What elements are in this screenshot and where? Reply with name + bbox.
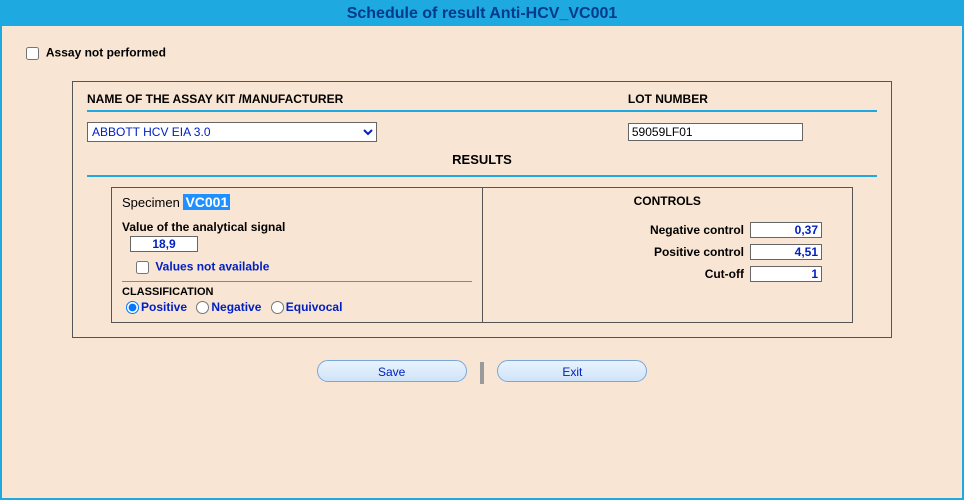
form-body: Assay not performed NAME OF THE ASSAY KI… xyxy=(2,26,962,394)
controls-heading: CONTROLS xyxy=(493,194,843,208)
specimen-title: Specimen VC001 xyxy=(122,194,472,210)
window: Schedule of result Anti-HCV_VC001 Assay … xyxy=(0,0,964,500)
values-na-row: Values not available xyxy=(132,258,472,277)
button-separator xyxy=(480,362,484,384)
input-row: ABBOTT HCV EIA 3.0 xyxy=(87,122,877,142)
negative-control-label: Negative control xyxy=(650,223,744,237)
cutoff-input[interactable] xyxy=(750,266,822,282)
main-fieldset: NAME OF THE ASSAY KIT /MANUFACTURER LOT … xyxy=(72,81,892,338)
radio-negative[interactable] xyxy=(196,301,209,314)
exit-button[interactable]: Exit xyxy=(497,360,647,382)
save-button[interactable]: Save xyxy=(317,360,467,382)
specimen-panel: Specimen VC001 Value of the analytical s… xyxy=(111,187,483,323)
values-na-checkbox[interactable] xyxy=(136,261,149,274)
header-row: NAME OF THE ASSAY KIT /MANUFACTURER LOT … xyxy=(87,92,877,106)
cutoff-row: Cut-off xyxy=(493,266,843,282)
controls-panel: CONTROLS Negative control Positive contr… xyxy=(483,187,854,323)
results-heading: RESULTS xyxy=(87,152,877,167)
divider xyxy=(87,110,877,112)
positive-control-label: Positive control xyxy=(654,245,744,259)
lot-number-input[interactable] xyxy=(628,123,803,141)
classification-label: CLASSIFICATION xyxy=(122,286,472,298)
assay-not-performed-row: Assay not performed xyxy=(22,44,942,63)
values-na-label: Values not available xyxy=(155,260,269,274)
page-title: Schedule of result Anti-HCV_VC001 xyxy=(347,5,618,22)
assay-not-performed-checkbox[interactable] xyxy=(26,47,39,60)
kit-header: NAME OF THE ASSAY KIT /MANUFACTURER xyxy=(87,92,608,106)
divider xyxy=(122,281,472,282)
lot-header: LOT NUMBER xyxy=(628,92,877,106)
signal-value-input[interactable] xyxy=(130,236,198,252)
classification-radios: Positive Negative Equivocal xyxy=(122,300,472,314)
positive-control-row: Positive control xyxy=(493,244,843,260)
radio-equivocal[interactable] xyxy=(271,301,284,314)
radio-positive[interactable] xyxy=(126,301,139,314)
title-bar: Schedule of result Anti-HCV_VC001 xyxy=(2,2,962,26)
divider xyxy=(87,175,877,177)
signal-label: Value of the analytical signal xyxy=(122,220,472,234)
assay-not-performed-label: Assay not performed xyxy=(46,46,166,60)
positive-control-input[interactable] xyxy=(750,244,822,260)
button-row: Save Exit xyxy=(22,360,942,384)
cutoff-label: Cut-off xyxy=(705,267,744,281)
negative-control-row: Negative control xyxy=(493,222,843,238)
specimen-id: VC001 xyxy=(183,194,230,210)
results-grid: Specimen VC001 Value of the analytical s… xyxy=(111,187,853,323)
assay-kit-select[interactable]: ABBOTT HCV EIA 3.0 xyxy=(87,122,377,142)
negative-control-input[interactable] xyxy=(750,222,822,238)
